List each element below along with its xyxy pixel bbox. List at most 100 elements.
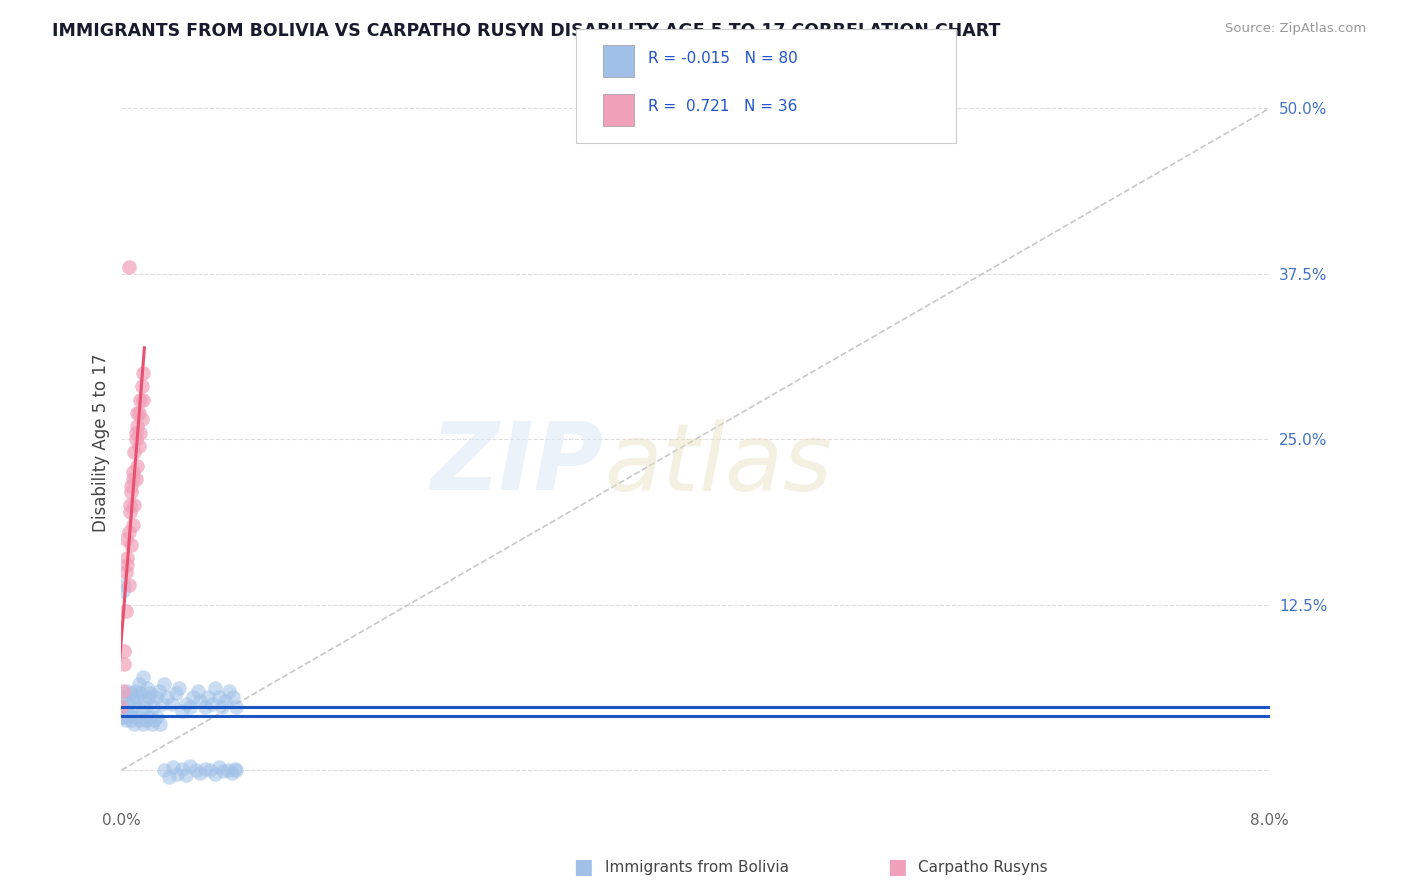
Point — [221, 765, 243, 780]
Point — [170, 704, 193, 718]
Point — [166, 767, 188, 781]
Point — [128, 439, 150, 453]
Point — [127, 419, 149, 434]
Point — [224, 762, 246, 776]
Point — [127, 406, 149, 420]
Point — [112, 644, 135, 658]
Point — [121, 538, 143, 552]
Text: Immigrants from Bolivia: Immigrants from Bolivia — [605, 860, 789, 874]
Point — [127, 690, 149, 705]
Text: ZIP: ZIP — [430, 418, 603, 510]
Point — [165, 686, 187, 700]
Point — [204, 681, 226, 695]
Point — [139, 686, 162, 700]
Point — [149, 716, 172, 731]
Point — [136, 681, 159, 695]
Point — [153, 763, 176, 777]
Point — [110, 697, 132, 711]
Point — [111, 683, 134, 698]
Point — [138, 710, 160, 724]
Point — [143, 713, 166, 727]
Point — [132, 392, 155, 407]
Point — [114, 704, 136, 718]
Point — [125, 472, 148, 486]
Point — [131, 379, 153, 393]
Point — [112, 578, 135, 592]
Point — [225, 763, 247, 777]
Point — [208, 690, 231, 705]
Point — [112, 657, 135, 672]
Point — [204, 767, 226, 781]
Point — [121, 713, 143, 727]
Point — [125, 425, 148, 440]
Point — [211, 699, 233, 714]
Point — [117, 697, 139, 711]
Point — [114, 604, 136, 618]
Point — [134, 694, 156, 708]
Point — [114, 713, 136, 727]
Point — [201, 697, 224, 711]
Point — [132, 366, 155, 380]
Point — [121, 485, 143, 500]
Point — [129, 392, 152, 407]
Point — [167, 681, 190, 695]
Point — [122, 466, 145, 480]
Point — [212, 764, 235, 779]
Point — [222, 690, 245, 705]
Point — [214, 694, 236, 708]
Point — [121, 686, 143, 700]
Point — [111, 584, 134, 599]
Point — [114, 532, 136, 546]
Point — [141, 716, 163, 731]
Point — [132, 716, 155, 731]
Point — [117, 524, 139, 539]
Point — [174, 697, 197, 711]
Point — [131, 412, 153, 426]
Point — [127, 458, 149, 473]
Point — [110, 699, 132, 714]
Point — [115, 558, 138, 572]
Text: atlas: atlas — [603, 418, 832, 509]
Point — [124, 716, 146, 731]
Point — [225, 699, 247, 714]
Point — [186, 683, 208, 698]
Point — [194, 762, 217, 776]
Point — [117, 707, 139, 722]
Point — [125, 432, 148, 446]
Point — [156, 690, 179, 705]
Point — [112, 690, 135, 705]
Point — [208, 760, 231, 774]
Point — [118, 499, 141, 513]
Point — [129, 686, 152, 700]
Text: R = -0.015   N = 80: R = -0.015 N = 80 — [648, 51, 799, 66]
Text: ■: ■ — [574, 857, 593, 877]
Point — [218, 683, 240, 698]
Point — [197, 690, 219, 705]
Point — [128, 677, 150, 691]
Point — [148, 683, 170, 698]
Point — [157, 770, 180, 784]
Point — [194, 699, 217, 714]
Text: IMMIGRANTS FROM BOLIVIA VS CARPATHO RUSYN DISABILITY AGE 5 TO 17 CORRELATION CHA: IMMIGRANTS FROM BOLIVIA VS CARPATHO RUSY… — [52, 22, 1001, 40]
Point — [160, 697, 183, 711]
Point — [127, 710, 149, 724]
Point — [170, 762, 193, 776]
Point — [125, 683, 148, 698]
Point — [122, 472, 145, 486]
Point — [200, 763, 222, 777]
Point — [132, 671, 155, 685]
Point — [118, 505, 141, 519]
Point — [115, 683, 138, 698]
Point — [129, 713, 152, 727]
Text: R =  0.721   N = 36: R = 0.721 N = 36 — [648, 99, 797, 114]
Point — [179, 699, 201, 714]
Point — [114, 565, 136, 579]
Point — [174, 768, 197, 782]
Point — [138, 690, 160, 705]
Y-axis label: Disability Age 5 to 17: Disability Age 5 to 17 — [93, 353, 110, 532]
Point — [117, 578, 139, 592]
Point — [111, 710, 134, 724]
Point — [181, 690, 204, 705]
Point — [184, 763, 207, 777]
Point — [131, 704, 153, 718]
